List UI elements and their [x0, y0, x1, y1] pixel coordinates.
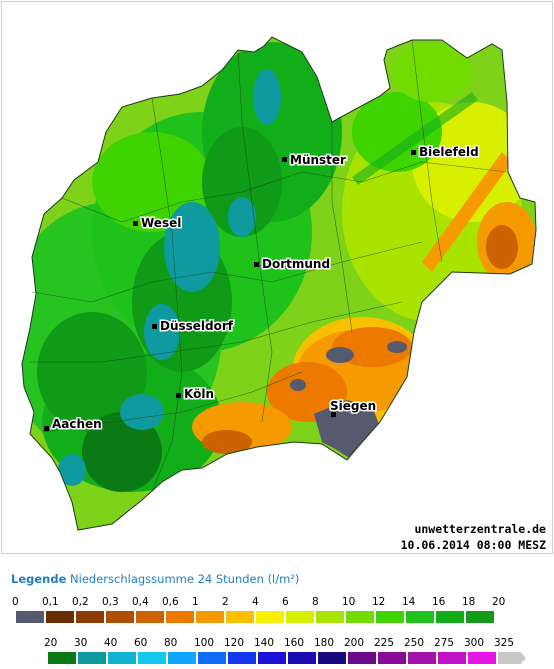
legend-row2-label: 325 [494, 637, 515, 649]
legend-row1-swatch [76, 611, 104, 623]
legend-row2-label: 30 [74, 637, 88, 649]
legend-row1-swatch [106, 611, 134, 623]
city-dot-aachen [44, 426, 49, 431]
legend: Legende Niederschlagssumme 24 Stunden (l… [0, 555, 554, 669]
legend-row2-swatch [48, 652, 76, 664]
legend-row2-label: 80 [164, 637, 178, 649]
state-border [21, 36, 537, 531]
legend-row1-label: 0,6 [162, 596, 179, 608]
legend-row2-label: 20 [44, 637, 58, 649]
legend-row2-label: 180 [314, 637, 335, 649]
city-label-siegen: Siegen [330, 399, 376, 413]
legend-title-bold: Legende [11, 572, 67, 586]
legend-row1-swatch [226, 611, 254, 623]
legend-row2-label: 160 [284, 637, 305, 649]
legend-row1-swatch [406, 611, 434, 623]
credit-site: unwetterzentrale.de [414, 522, 546, 536]
legend-title-text: Niederschlagssumme 24 Stunden (l/m²) [66, 572, 300, 586]
city-label-muenster: Münster [290, 153, 346, 167]
legend-row1-label: 6 [282, 596, 289, 608]
legend-row2-label: 60 [134, 637, 148, 649]
legend-row1-label: 20 [492, 596, 506, 608]
legend-row1-swatch [436, 611, 464, 623]
city-markers: Münster Bielefeld Wesel Dortmund Düsseld… [44, 144, 480, 433]
legend-row2-label: 120 [224, 637, 245, 649]
legend-row2-swatch [318, 652, 346, 664]
legend-row1-label: 2 [222, 596, 229, 608]
legend-row1-swatch [376, 611, 404, 623]
nrw-precipitation-svg: Münster Bielefeld Wesel Dortmund Düsseld… [21, 36, 537, 531]
timestamp: 10.06.2014 08:00 MESZ [400, 538, 546, 552]
legend-row1-label: 0 [12, 596, 19, 608]
legend-row2-label: 100 [194, 637, 215, 649]
legend-title: Legende Niederschlagssumme 24 Stunden (l… [11, 572, 299, 586]
legend-row1-label: 12 [372, 596, 386, 608]
legend-row1-swatch [166, 611, 194, 623]
legend-row2-label: 40 [104, 637, 118, 649]
city-dot-dortmund [254, 262, 259, 267]
city-dot-duesseldorf [152, 324, 157, 329]
legend-row1-swatch [346, 611, 374, 623]
legend-row1-label: 0,4 [132, 596, 149, 608]
city-label-wesel: Wesel [141, 216, 181, 230]
legend-row2-label: 250 [404, 637, 425, 649]
legend-row2-label: 225 [374, 637, 395, 649]
city-label-duesseldorf: Düsseldorf [160, 319, 234, 333]
precipitation-field [22, 37, 536, 530]
legend-row2-swatch [468, 652, 496, 664]
legend-row1-label: 10 [342, 596, 356, 608]
legend-row2-swatch [408, 652, 436, 664]
legend-row1-label: 0,2 [72, 596, 89, 608]
legend-row1-label: 4 [252, 596, 259, 608]
precipitation-map: Münster Bielefeld Wesel Dortmund Düsseld… [1, 1, 553, 554]
legend-row1-label: 0,3 [102, 596, 119, 608]
legend-row2-label: 275 [434, 637, 455, 649]
legend-row1-label: 8 [312, 596, 319, 608]
legend-row2-swatch [498, 652, 526, 664]
legend-row2-swatch [438, 652, 466, 664]
legend-row2-swatch [288, 652, 316, 664]
city-label-koeln: Köln [184, 387, 214, 401]
city-label-bielefeld: Bielefeld [419, 145, 479, 159]
legend-row1-swatch [466, 611, 494, 623]
legend-row2-label: 200 [344, 637, 365, 649]
city-dot-siegen [331, 412, 336, 417]
legend-row1-swatch [16, 611, 44, 623]
district-boundaries [30, 39, 508, 493]
city-dot-wesel [133, 221, 138, 226]
city-dot-bielefeld [411, 150, 416, 155]
legend-row2-swatch [228, 652, 256, 664]
city-dot-muenster [282, 157, 287, 162]
legend-row1-label: 16 [432, 596, 446, 608]
legend-row1-swatch [46, 611, 74, 623]
legend-row2-swatch [168, 652, 196, 664]
legend-row2-swatch [348, 652, 376, 664]
city-dot-koeln [176, 393, 181, 398]
legend-row1-swatch [196, 611, 224, 623]
legend-row1-swatch [316, 611, 344, 623]
legend-row2-label: 140 [254, 637, 275, 649]
legend-row1-swatch [136, 611, 164, 623]
city-label-dortmund: Dortmund [262, 257, 330, 271]
legend-row1-label: 14 [402, 596, 416, 608]
legend-row1-label: 0,1 [42, 596, 59, 608]
legend-row2-swatch [138, 652, 166, 664]
legend-row1-label: 1 [192, 596, 199, 608]
legend-row2-swatch [108, 652, 136, 664]
legend-row2-label: 300 [464, 637, 485, 649]
legend-row2-swatch [78, 652, 106, 664]
legend-row2-swatch [198, 652, 226, 664]
legend-row2-swatch [378, 652, 406, 664]
legend-row1-swatch [256, 611, 284, 623]
legend-row2-swatch [258, 652, 286, 664]
city-label-aachen: Aachen [52, 417, 102, 431]
legend-row1-label: 18 [462, 596, 476, 608]
legend-row1-swatch [286, 611, 314, 623]
